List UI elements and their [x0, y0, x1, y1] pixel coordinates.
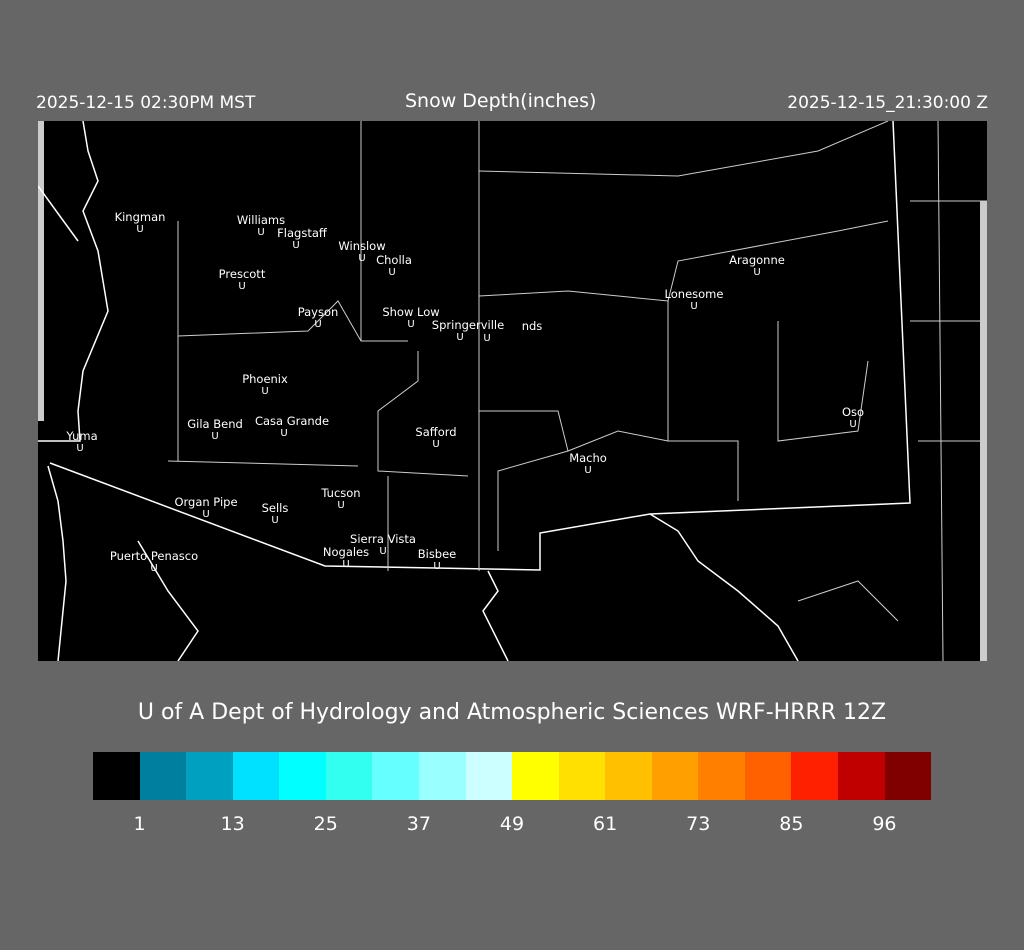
colorbar-tick-label: 49 [499, 813, 525, 835]
colorbar-swatch [791, 752, 838, 800]
colorbar-swatch [465, 752, 513, 800]
city-label: Williams [236, 213, 286, 227]
colorbar-swatch [512, 752, 559, 800]
city-label: Organ Pipe [174, 495, 238, 509]
city-marker-icon: U [584, 465, 592, 476]
county-lines [167, 121, 987, 661]
map-edge-right [980, 201, 987, 661]
city-marker-icon: U [238, 281, 246, 292]
colorbar-swatch [884, 752, 932, 800]
city-marker-icon: U [690, 301, 698, 312]
colorbar-swatch [558, 752, 606, 800]
city-label: Safford [415, 425, 457, 439]
map-title: Snow Depth(inches) [405, 90, 597, 112]
colorbar-swatch [651, 752, 699, 800]
map-borders [38, 121, 987, 661]
city-marker-icon: U [433, 561, 441, 572]
city-label: Puerto Penasco [109, 549, 199, 563]
colorbar-tick-label: 1 [133, 813, 146, 835]
city-label: Payson [297, 305, 339, 319]
snow-depth-map: Kingman U Williams U Flagstaff U Winslow U Choll… [38, 121, 987, 661]
coastline-border [38, 121, 911, 661]
colorbar-swatch [838, 752, 885, 800]
city-label: Kingman [114, 210, 166, 224]
city-marker-icon: U [292, 240, 300, 251]
city-label: Oso [841, 405, 865, 419]
city-marker-icon: U [456, 332, 464, 343]
colorbar [93, 752, 932, 800]
city-marker-icon: U [136, 224, 144, 235]
city-label: Gila Bend [187, 417, 243, 431]
city-label: Bisbee [417, 547, 457, 561]
colorbar-swatch [325, 752, 373, 800]
city-marker-icon: U [483, 333, 491, 344]
city-label: Tucson [321, 486, 361, 500]
city-marker-icon: U [379, 546, 387, 557]
colorbar-swatch [279, 752, 326, 800]
city-marker-icon: U [261, 386, 269, 397]
colorbar-tick-label: 96 [872, 813, 897, 835]
city-marker-icon: U [358, 253, 366, 264]
city-marker-icon: U [407, 319, 415, 330]
colorbar-swatch [698, 752, 745, 800]
colorbar-swatch [372, 752, 419, 800]
colorbar-tick-label: 85 [779, 813, 804, 835]
colorbar-tick-label: 37 [406, 813, 431, 835]
city-label: Nogales [322, 545, 370, 559]
city-label: Yuma [66, 429, 98, 443]
valid-time: 2025-12-15_21:30:00 Z [787, 93, 988, 113]
city-marker-icon: U [342, 559, 350, 570]
city-marker-icon: U [202, 509, 210, 520]
city-marker-icon: U [314, 319, 322, 330]
city-marker-icon: U [211, 431, 219, 442]
colorbar-tick-label: 25 [313, 813, 338, 835]
city-marker-icon: U [753, 267, 761, 278]
city-marker-icon: U [432, 439, 440, 450]
local-time: 2025-12-15 02:30PM MST [36, 93, 256, 113]
colorbar-swatch [93, 752, 140, 800]
colorbar-swatch [232, 752, 280, 800]
colorbar-swatch [139, 752, 187, 800]
city-label: Springerville [431, 318, 505, 332]
city-label: Aragonne [729, 253, 785, 267]
colorbar-swatch [744, 752, 792, 800]
colorbar-swatch [186, 752, 233, 800]
colorbar-swatch [418, 752, 466, 800]
colorbar-tick-label: 61 [593, 813, 618, 835]
map-edge-left [38, 121, 44, 421]
city-marker-icon: U [150, 563, 158, 574]
city-label: Prescott [218, 267, 266, 281]
colorbar-tick-label: 73 [686, 813, 711, 835]
city-marker-icon: U [280, 428, 288, 439]
city-marker-icon: U [388, 267, 396, 278]
city-label: nds [521, 319, 543, 333]
city-label: Macho [569, 451, 607, 465]
city-marker-icon: U [257, 227, 265, 238]
city-label: Flagstaff [277, 226, 327, 240]
credit-line: U of A Dept of Hydrology and Atmospheric… [137, 700, 887, 725]
city-label: Winslow [338, 239, 386, 253]
city-label: Sells [261, 501, 289, 515]
colorbar-tick-label: 13 [220, 813, 245, 835]
city-marker-icon: U [849, 419, 857, 430]
city-label: Phoenix [242, 372, 288, 386]
city-marker-icon: U [337, 500, 345, 511]
city-label: Sierra Vista [350, 532, 416, 546]
city-marker-icon: U [76, 443, 84, 454]
city-label: Lonesome [664, 287, 724, 301]
city-label: Casa Grande [254, 414, 330, 428]
city-label: Cholla [376, 253, 412, 267]
city-marker-icon: U [271, 515, 279, 526]
colorbar-swatch [605, 752, 652, 800]
city-label: Show Low [382, 305, 440, 319]
